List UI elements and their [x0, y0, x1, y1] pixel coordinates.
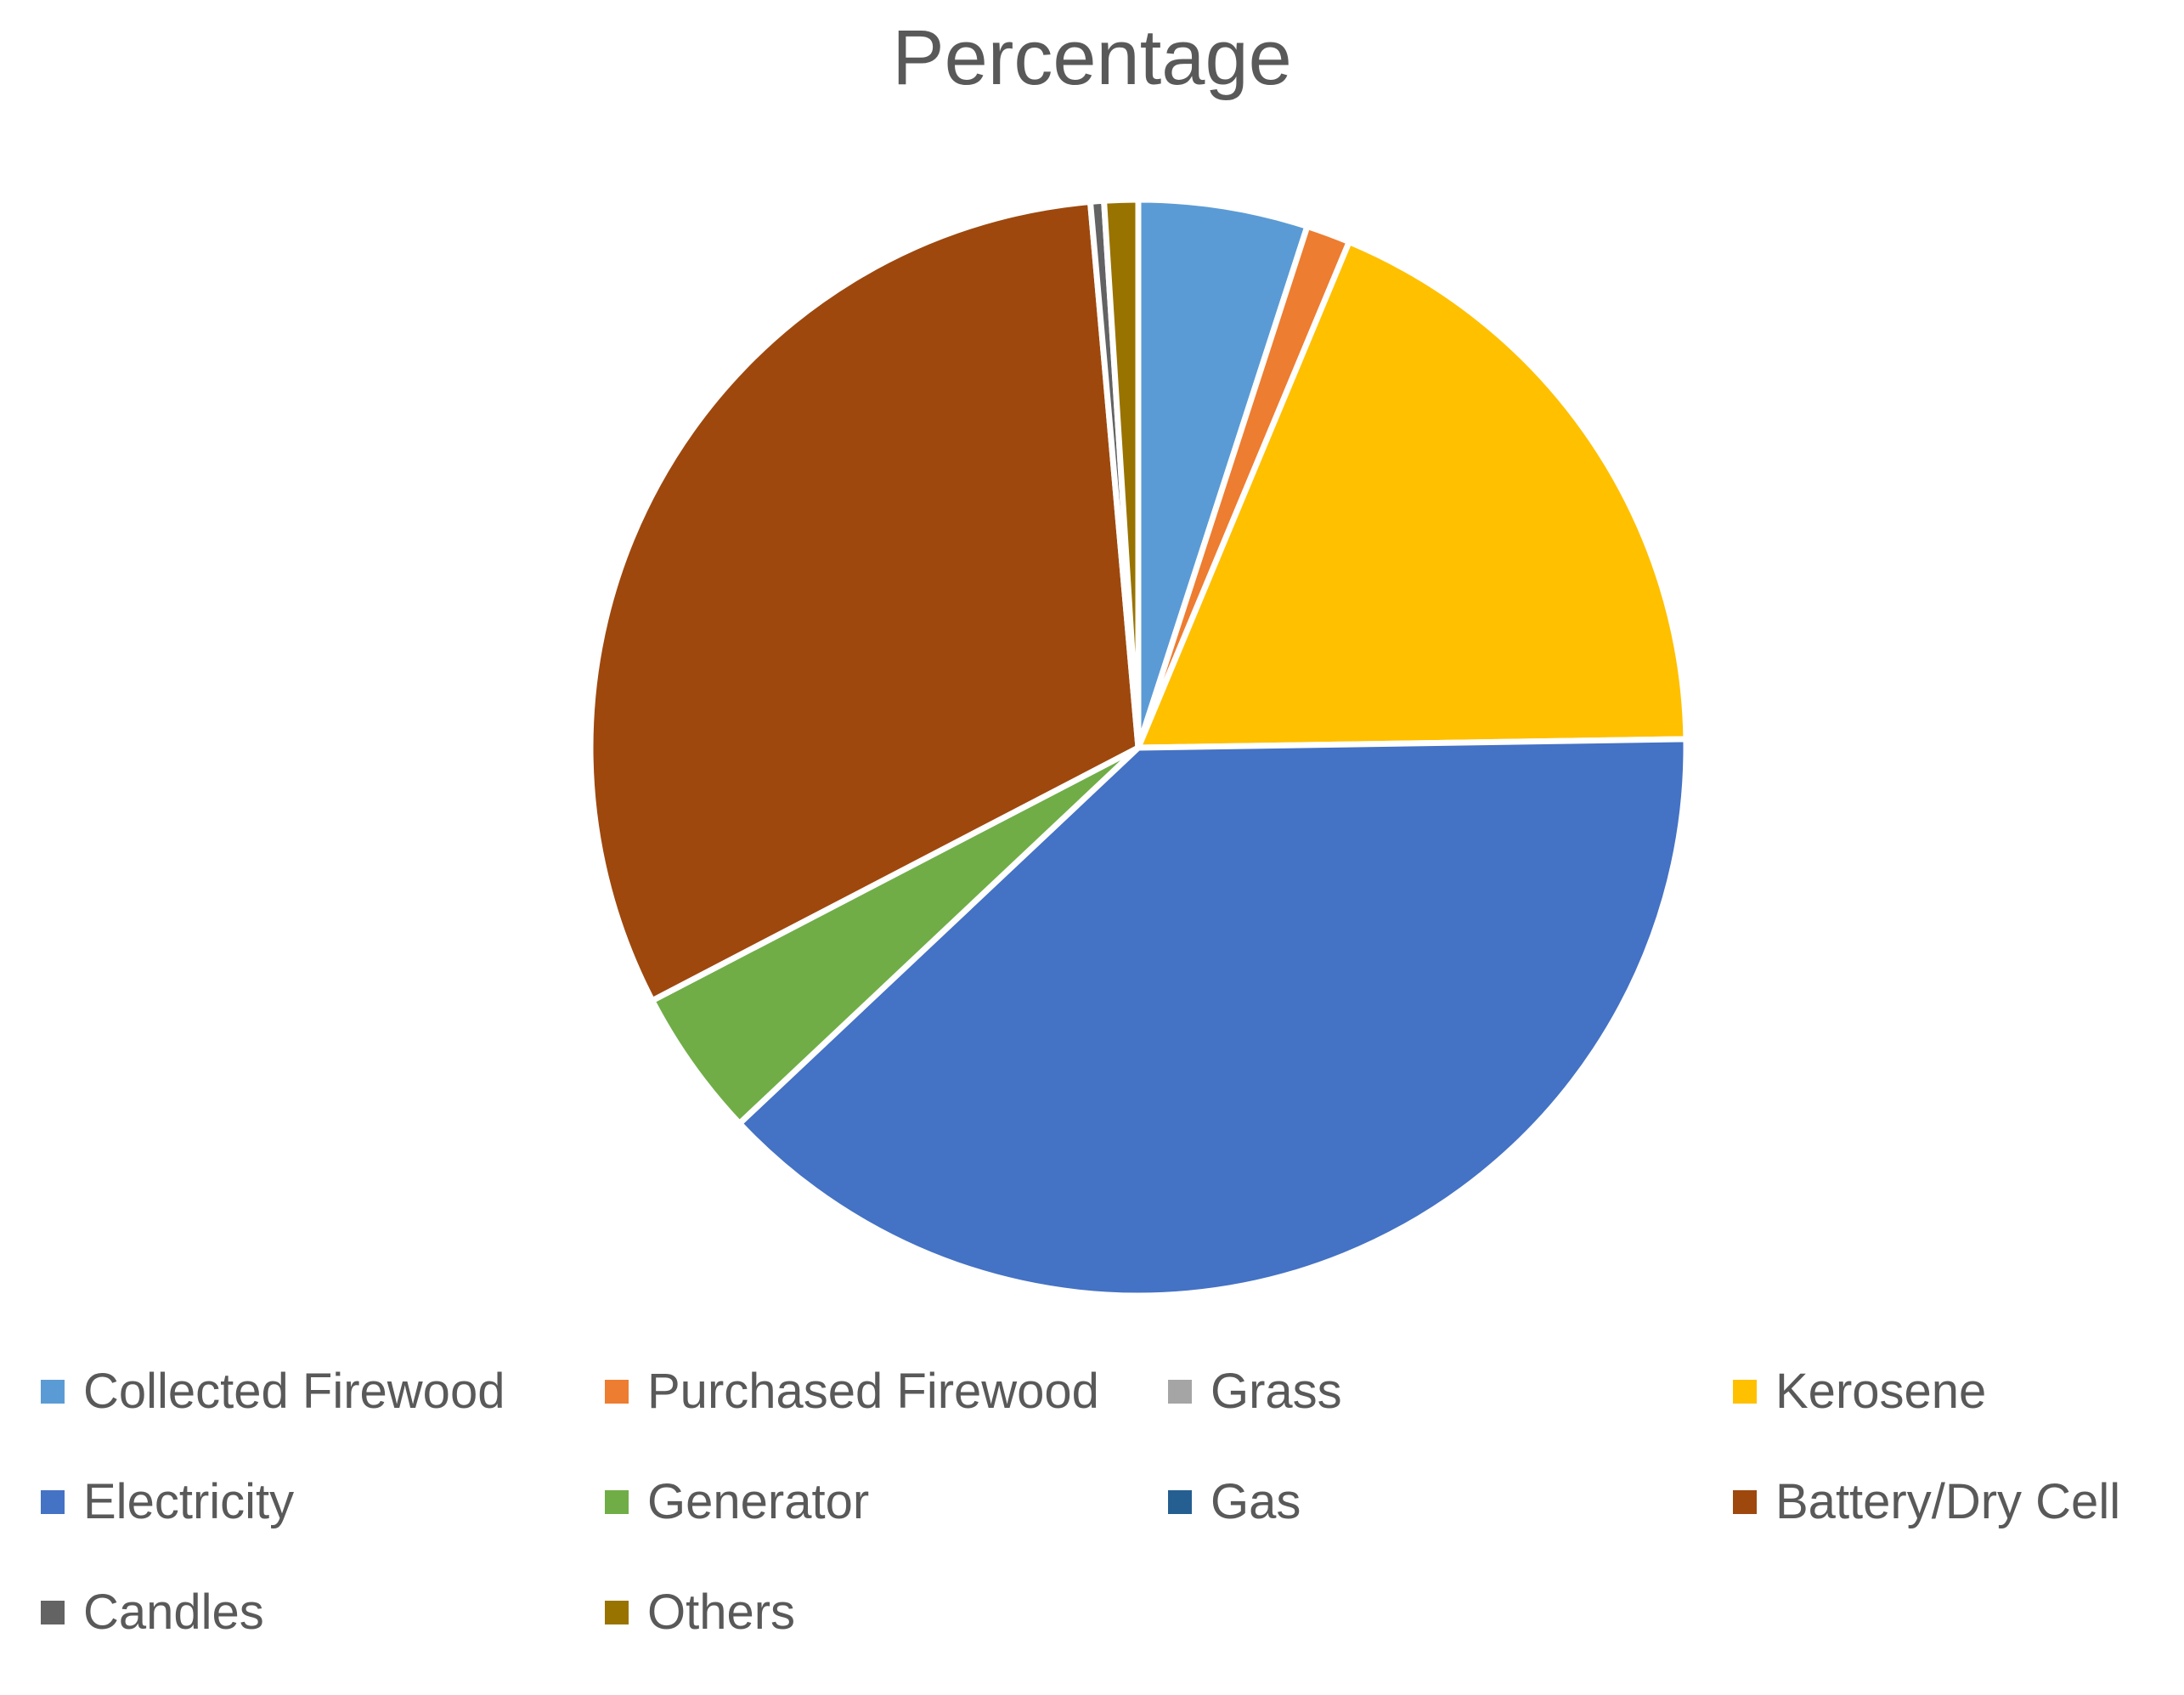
chart-title: Percentage [892, 14, 1292, 101]
pie-slice-electricity [736, 736, 1690, 1299]
pie-slice-battery-dry-cell [587, 198, 1142, 1004]
pie-slices [587, 196, 1690, 1299]
pie-slice-others [1101, 196, 1142, 751]
pie-slice-kerosene [1135, 239, 1690, 751]
